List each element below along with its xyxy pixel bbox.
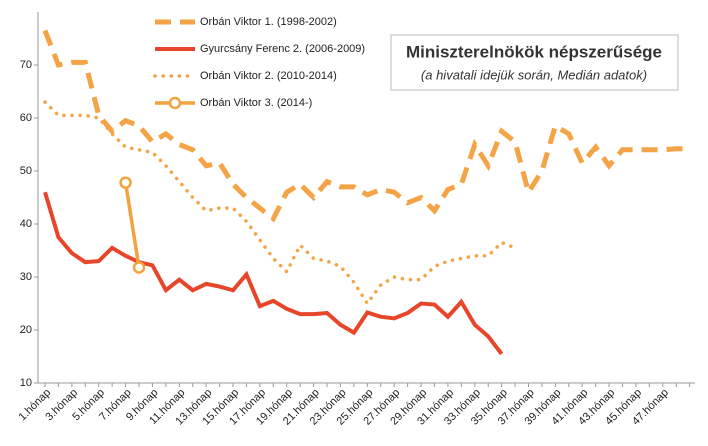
legend-label: Orbán Viktor 2. (2010-2014) xyxy=(200,70,337,82)
y-tick-label: 70 xyxy=(20,59,32,71)
series-line xyxy=(42,29,690,223)
y-tick-label: 20 xyxy=(20,324,32,336)
legend-label: Orbán Viktor 3. (2014-) xyxy=(200,97,312,109)
point xyxy=(132,261,146,274)
y-tick-label: 60 xyxy=(20,112,32,124)
point xyxy=(119,176,132,189)
chart-title: Miniszterelnökök népszerűsége xyxy=(406,42,662,61)
y-tick-label: 30 xyxy=(20,271,32,283)
series-line xyxy=(43,100,517,307)
legend-marker xyxy=(168,96,182,110)
y-tick-label: 50 xyxy=(20,165,32,177)
legend-label: Gyurcsány Ferenc 2. (2006-2009) xyxy=(200,43,365,55)
y-tick-label: 10 xyxy=(20,377,32,389)
series-line xyxy=(123,182,141,268)
y-tick-label: 40 xyxy=(20,218,32,230)
legend-label: Orbán Viktor 1. (1998-2002) xyxy=(200,16,337,28)
title-box xyxy=(390,34,679,91)
series-line xyxy=(43,191,504,356)
chart-subtitle: (a hivatali idejük során, Medián adatok) xyxy=(421,67,647,82)
